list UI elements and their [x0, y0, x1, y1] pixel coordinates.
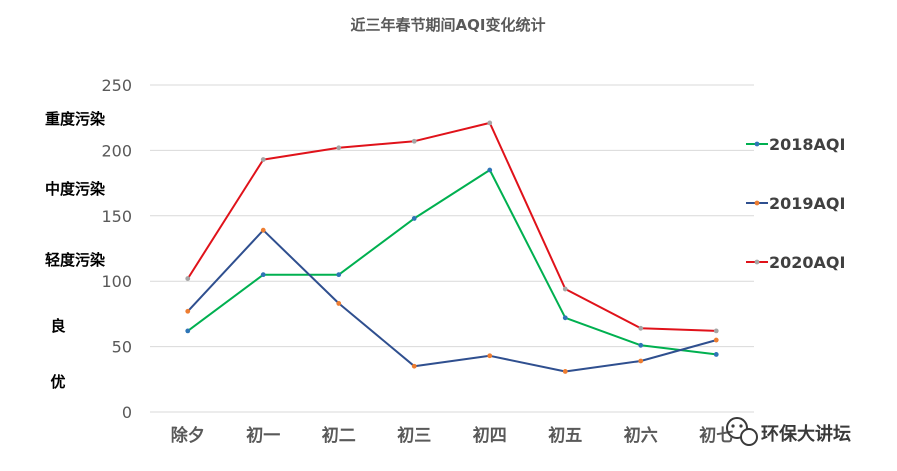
y-axis-ticks: 0 50 100 150 200 250	[101, 76, 132, 422]
data-point	[562, 286, 568, 292]
legend-marker	[754, 200, 760, 206]
data-point	[336, 301, 342, 306]
y-tick-label: 150	[101, 207, 132, 226]
watermark: 环保大讲坛	[726, 417, 851, 446]
legend-label: 2019AQI	[769, 194, 845, 213]
data-point	[487, 167, 493, 173]
data-point	[638, 358, 644, 364]
data-point	[638, 342, 644, 348]
chart-title: 近三年春节期间AQI变化统计	[351, 16, 546, 34]
x-tick-label: 初三	[397, 425, 431, 446]
series-points	[185, 120, 719, 374]
x-tick-label: 除夕	[171, 425, 205, 446]
data-point	[713, 352, 719, 357]
data-point	[336, 272, 342, 278]
data-point	[411, 363, 417, 369]
legend-label: 2018AQI	[769, 135, 845, 154]
data-point	[638, 325, 644, 331]
y-tick-label: 100	[101, 272, 132, 291]
data-point	[411, 216, 417, 221]
data-point	[713, 328, 719, 334]
wechat-icon	[726, 417, 758, 446]
y-tick-label: 50	[112, 338, 132, 357]
x-axis-ticks: 除夕 初一 初二 初三 初四 初五 初六 初七	[171, 425, 734, 446]
data-point	[185, 276, 191, 281]
data-point	[260, 272, 266, 278]
legend-label: 2020AQI	[769, 253, 845, 272]
data-point	[336, 145, 342, 151]
series-line	[187, 169, 717, 356]
watermark-text: 环保大讲坛	[761, 423, 851, 445]
data-point	[260, 227, 266, 233]
x-tick-label: 初二	[322, 425, 356, 446]
x-tick-label: 初七	[699, 425, 733, 446]
pollution-band-label: 重度污染	[45, 110, 106, 128]
data-point	[185, 308, 191, 314]
legend-marker	[754, 141, 760, 147]
gridlines	[150, 84, 754, 413]
series-line	[186, 121, 717, 332]
y-tick-label: 200	[101, 141, 132, 160]
pollution-band-label: 优	[50, 373, 65, 391]
x-tick-label: 初一	[246, 425, 280, 446]
x-tick-label: 初六	[624, 425, 658, 446]
pollution-band-label: 中度污染	[45, 180, 106, 198]
pollution-band-label: 轻度污染	[45, 251, 106, 269]
data-point	[260, 157, 266, 162]
legend-marker	[754, 259, 760, 265]
y-tick-label: 250	[101, 76, 132, 95]
data-point	[487, 120, 493, 126]
data-point	[185, 328, 191, 334]
x-tick-label: 初五	[548, 425, 582, 446]
data-point	[411, 138, 417, 144]
series-lines	[186, 121, 717, 373]
pollution-band-label: 良	[50, 317, 65, 335]
data-point	[562, 315, 568, 321]
series-line	[187, 229, 717, 373]
data-point	[713, 337, 719, 343]
data-point	[562, 369, 568, 374]
legend: 2018AQI 2019AQI 2020AQI	[746, 135, 845, 272]
y-tick-label: 0	[122, 403, 132, 422]
data-point	[487, 353, 493, 359]
x-tick-label: 初四	[473, 425, 507, 446]
